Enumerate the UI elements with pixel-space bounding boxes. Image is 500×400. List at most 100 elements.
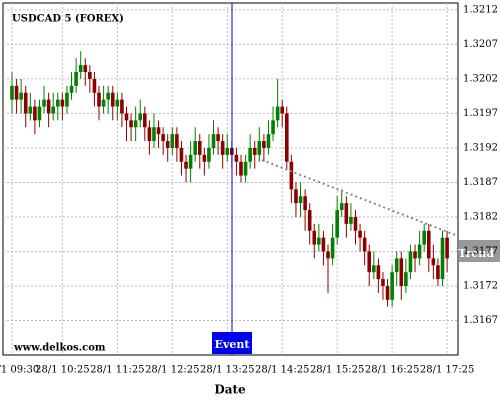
candle-body xyxy=(307,210,312,231)
candle-body xyxy=(376,265,381,280)
candle-body xyxy=(358,230,362,238)
candle-body xyxy=(220,141,225,155)
candle-body xyxy=(88,72,92,79)
candle-body xyxy=(330,237,335,259)
candle-body xyxy=(294,189,298,204)
candle-body xyxy=(211,134,216,148)
candle-body xyxy=(110,92,115,107)
candle-body xyxy=(51,106,56,114)
candle-body xyxy=(362,237,367,252)
candle-body xyxy=(248,147,252,162)
candle-body xyxy=(161,134,165,142)
candle-body xyxy=(289,161,294,190)
candle-body xyxy=(344,203,349,224)
candle-body xyxy=(28,106,33,114)
candle-body xyxy=(303,196,307,211)
y-tick-label: 1.3167 xyxy=(463,315,498,326)
candle-body xyxy=(74,72,78,86)
candle-body xyxy=(431,258,436,266)
candle-body xyxy=(101,99,106,107)
candle-body xyxy=(381,279,385,286)
candle-body xyxy=(97,92,101,107)
candle-body xyxy=(239,161,243,176)
candle-body xyxy=(426,230,431,259)
candle-body xyxy=(367,251,372,273)
y-tick-label: 1.3192 xyxy=(463,142,498,153)
candle-body xyxy=(23,92,28,114)
candle-body xyxy=(152,127,156,142)
candle-body xyxy=(170,134,175,148)
candle-body xyxy=(179,147,184,162)
candle-body xyxy=(445,237,449,259)
chart-title: USDCAD 5 (FOREX) xyxy=(12,14,124,25)
watermark: www.delkos.com xyxy=(13,343,106,354)
x-tick-label: 28/1 16:25 xyxy=(365,365,419,376)
candle-body xyxy=(335,210,339,238)
candle-body xyxy=(46,99,51,114)
event-box xyxy=(212,332,252,354)
candle-body xyxy=(19,92,23,100)
x-tick-label: 28/1 11:25 xyxy=(90,365,144,376)
candle-body xyxy=(404,272,408,286)
candle-body xyxy=(353,216,358,231)
candle-body xyxy=(60,99,65,107)
candle-body xyxy=(69,85,74,93)
candle-body xyxy=(413,251,417,259)
candle-body xyxy=(339,203,344,211)
y-tick-label: 1.3212 xyxy=(463,4,498,15)
candle-body xyxy=(55,99,60,107)
candle-body xyxy=(165,141,170,148)
candle-body xyxy=(133,120,138,128)
x-axis-label: Date xyxy=(214,383,246,397)
trend-box xyxy=(459,240,500,262)
x-tick-label: 28/1 09:30 xyxy=(0,365,39,376)
candle-body xyxy=(124,113,129,121)
candle-body xyxy=(65,92,69,107)
candle-body xyxy=(372,265,376,273)
y-tick-label: 1.3197 xyxy=(463,108,498,119)
x-tick-label: 28/1 15:25 xyxy=(310,365,364,376)
candle-body xyxy=(184,161,188,169)
candle-body xyxy=(175,134,179,148)
candle-body xyxy=(14,85,19,100)
candle-body xyxy=(202,154,207,162)
candle-body xyxy=(216,134,220,142)
candle-body xyxy=(33,106,37,121)
y-tick-label: 1.3182 xyxy=(463,211,498,222)
candle-body xyxy=(37,106,42,121)
candle-body xyxy=(188,154,193,169)
candle-body xyxy=(390,272,394,300)
candle-body xyxy=(262,141,266,148)
candle-body xyxy=(225,147,230,155)
candle-body xyxy=(147,127,152,142)
candle-body xyxy=(10,85,14,100)
candle-body xyxy=(399,258,404,286)
x-tick-label: 28/1 17:25 xyxy=(420,365,474,376)
candle-body xyxy=(106,92,110,100)
x-tick-label: 28/1 13:25 xyxy=(200,365,254,376)
candle-body xyxy=(234,154,239,162)
event-label: Event xyxy=(215,338,251,351)
trend-line xyxy=(261,159,459,237)
candle-body xyxy=(156,127,161,135)
candle-body xyxy=(284,113,289,162)
candle-body xyxy=(243,161,248,176)
candle-body xyxy=(257,141,262,155)
candle-body xyxy=(138,113,143,121)
x-tick-label: 28/1 14:25 xyxy=(255,365,309,376)
candle-body xyxy=(271,120,275,135)
candle-body xyxy=(408,251,413,273)
candle-body xyxy=(422,230,426,245)
candle-body xyxy=(193,141,197,155)
x-tick-label: 28/1 12:25 xyxy=(145,365,199,376)
candle-body xyxy=(252,147,257,155)
candle-body xyxy=(42,99,46,107)
candle-body xyxy=(83,65,88,73)
candle-body xyxy=(321,237,326,252)
candle-body xyxy=(207,147,211,162)
x-tick-label: 28/1 10:25 xyxy=(35,365,89,376)
y-tick-label: 1.3177 xyxy=(463,246,498,257)
candle-body xyxy=(394,258,399,273)
candle-body xyxy=(78,65,83,73)
